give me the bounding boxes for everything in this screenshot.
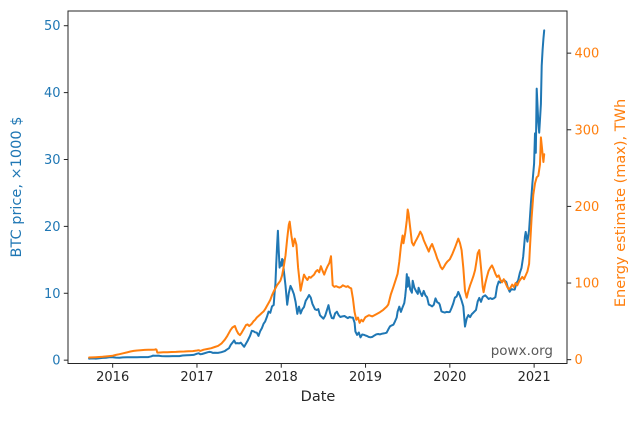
x-tick-label: 2016 — [96, 370, 129, 385]
left-axis-title: BTC price, ×1000 $ — [9, 116, 25, 258]
y-right-tick-label: 300 — [575, 123, 600, 138]
right-axis-title: Energy estimate (max), TWh — [613, 98, 629, 308]
y-left-tick-label: 40 — [44, 86, 61, 101]
x-tick-label: 2021 — [518, 370, 551, 385]
x-tick-label: 2019 — [349, 370, 382, 385]
y-left-tick-label: 30 — [44, 153, 61, 168]
watermark: powx.org — [490, 343, 553, 359]
x-axis-title: Date — [300, 389, 336, 405]
x-tick-label: 2020 — [433, 370, 466, 385]
plot-border — [67, 10, 568, 364]
y-left-tick-label: 10 — [44, 287, 61, 302]
x-tick-label: 2017 — [180, 370, 213, 385]
y-right-tick-label: 0 — [575, 353, 583, 368]
btc-price-line — [88, 29, 546, 360]
y-left-tick-label: 20 — [44, 220, 61, 235]
y-right-tick-label: 100 — [575, 277, 600, 292]
y-left-tick-label: 50 — [44, 19, 61, 34]
y-right-tick-label: 400 — [575, 47, 600, 62]
y-right-tick-label: 200 — [575, 200, 600, 215]
x-tick-label: 2018 — [265, 370, 298, 385]
y-left-tick-label: 0 — [52, 354, 60, 369]
energy-estimate-max--line — [88, 136, 546, 359]
